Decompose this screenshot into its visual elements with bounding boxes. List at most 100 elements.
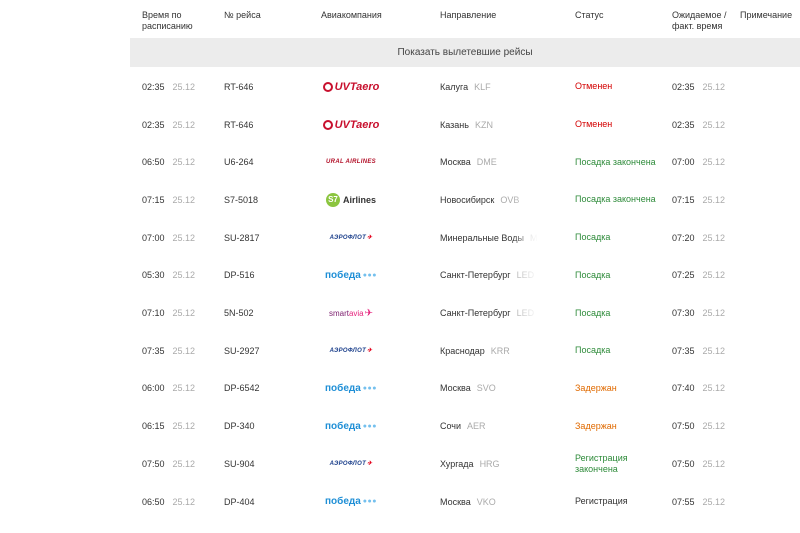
direction-city: Санкт-Петербург: [440, 308, 511, 319]
scheduled-time: 02:35: [142, 119, 165, 130]
expected-time: 02:35: [672, 81, 695, 92]
pobeda-dots-icon: ●●●: [362, 498, 377, 506]
airline-logo-text: Airlines: [342, 194, 376, 205]
col-status-header: Статус: [575, 10, 604, 20]
pobeda-dots-icon: ●●●: [362, 271, 377, 279]
direction-code: AER: [467, 421, 486, 432]
expected-cell: 02:35 25.12: [672, 106, 725, 144]
status-cell: Регистрация закончена: [575, 445, 665, 483]
direction-code: VKO: [476, 496, 496, 507]
col-expected-header: Ожидаемое / факт. время: [672, 10, 727, 31]
flight-number: RT-646: [224, 119, 254, 130]
scheduled-time: 05:30: [142, 270, 165, 281]
expected-date: 25.12: [702, 270, 726, 281]
expected-cell: 07:15 25.12: [672, 181, 725, 219]
airline-logo-text: АЭРОФЛОТ: [329, 347, 367, 354]
scheduled-date: 25.12: [172, 157, 196, 168]
show-departed-button[interactable]: Показать вылетевшие рейсы: [130, 38, 800, 67]
status-text: Посадка: [575, 232, 611, 243]
scheduled-cell: 07:00 25.12: [142, 219, 195, 257]
expected-cell: 07:50 25.12: [672, 445, 725, 483]
scheduled-time: 06:50: [142, 496, 165, 507]
airline-logo: АЭРОФЛОТ ✈: [330, 460, 373, 468]
table-row[interactable]: 06:00 25.12 DP-6542 победа ●●● Москва SVO Задер…: [130, 369, 800, 408]
expected-time: 07:30: [672, 308, 695, 319]
expected-date: 25.12: [702, 157, 726, 168]
scheduled-cell: 07:35 25.12: [142, 332, 195, 370]
flight-number: DP-6542: [224, 383, 260, 394]
table-row[interactable]: 07:35 25.12 SU-2927 АЭРОФЛОТ ✈ Краснодар KRR По…: [130, 331, 800, 370]
airline-cell: АЭРОФЛОТ ✈: [320, 445, 382, 483]
table-row[interactable]: 07:10 25.12 5N-502 smartavia ✈ Санкт-Петербур…: [130, 294, 800, 332]
uvt-swirl-icon: [322, 81, 333, 92]
col-flight-header: № рейса: [224, 10, 261, 20]
scheduled-cell: 07:10 25.12: [142, 294, 195, 332]
table-row[interactable]: 06:15 25.12 DP-340 победа ●●● Сочи AER Задержан…: [130, 407, 800, 445]
airline-cell: победа ●●●: [320, 370, 382, 408]
airline-logo: АЭРОФЛОТ ✈: [329, 347, 373, 355]
direction-code: OVB: [500, 194, 520, 205]
direction-city: Москва: [440, 157, 471, 168]
status-text: Посадка: [575, 269, 611, 280]
flight-number: 5N-502: [224, 308, 254, 319]
airline-cell: победа ●●●: [320, 483, 382, 521]
status-text: Посадка закончена: [575, 156, 656, 167]
scheduled-time: 06:00: [142, 383, 165, 394]
scheduled-cell: 06:00 25.12: [142, 370, 195, 408]
status-cell: Посадка: [575, 257, 665, 295]
table-row[interactable]: 07:00 25.12 SU-2817 АЭРОФЛОТ ✈ Минеральные Во…: [130, 218, 800, 257]
scheduled-date: 25.12: [172, 194, 196, 205]
status-cell: Посадка закончена: [575, 143, 665, 181]
airline-logo-text: победа: [325, 496, 361, 508]
direction-cell: Москва DME: [440, 143, 538, 181]
airline-logo-text: URAL AIRLINES: [326, 159, 376, 166]
table-row[interactable]: 07:15 25.12 S7-5018 S7 Airlines Новосибирск OV…: [130, 181, 800, 219]
aeroflot-wing-icon: ✈: [367, 235, 373, 242]
status-text: Регистрация: [575, 496, 628, 507]
airline-logo: АЭРОФЛОТ ✈: [330, 234, 373, 242]
airline-logo-text: UVTaero: [334, 80, 380, 93]
expected-time: 07:00: [672, 157, 695, 168]
col-note-header: Примечание: [740, 10, 793, 20]
airline-logo-text: победа: [325, 269, 361, 281]
direction-cell: Санкт-Петербург LED: [440, 256, 538, 295]
scheduled-cell: 07:15 25.12: [142, 181, 195, 219]
direction-cell: Минеральные Воды MRV: [440, 218, 538, 257]
table-row[interactable]: 07:50 25.12 SU-904 АЭРОФЛОТ ✈ Хургада HRG Регис…: [130, 445, 800, 483]
expected-date: 25.12: [702, 383, 726, 394]
scheduled-date: 25.12: [172, 383, 196, 394]
airline-cell: АЭРОФЛОТ ✈: [320, 219, 382, 257]
scheduled-date: 25.12: [172, 270, 196, 281]
expected-time: 07:50: [672, 458, 695, 469]
airline-cell: S7 Airlines: [320, 181, 382, 219]
expected-date: 25.12: [702, 496, 726, 507]
direction-cell: Калуга KLF: [440, 68, 538, 106]
expected-cell: 07:30 25.12: [672, 294, 725, 332]
table-row[interactable]: 05:30 25.12 DP-516 победа ●●● Санкт-Петербург…: [130, 256, 800, 295]
direction-cell: Москва SVO: [440, 369, 538, 408]
direction-city: Казань: [440, 119, 469, 130]
airline-logo: победа ●●●: [325, 383, 377, 394]
table-row[interactable]: 02:35 25.12 RT-646 UVTaero Калуга KLF Отменен 0…: [130, 68, 800, 106]
expected-time: 07:25: [672, 270, 695, 281]
expected-date: 25.12: [702, 81, 726, 92]
status-cell: Задержан: [575, 370, 665, 408]
status-cell: Посадка закончена: [575, 181, 665, 219]
table-row[interactable]: 06:50 25.12 U6-264 URAL AIRLINES Москва DME По…: [130, 143, 800, 181]
scheduled-time: 07:10: [142, 308, 165, 319]
airline-cell: UVTaero: [320, 68, 382, 106]
status-text: Посадка: [575, 345, 611, 356]
direction-code: LED: [516, 308, 535, 319]
expected-time: 07:15: [672, 194, 695, 205]
pobeda-dots-icon: ●●●: [362, 422, 377, 430]
table-row[interactable]: 02:35 25.12 RT-646 UVTaero Казань KZN Отменен 0…: [130, 105, 800, 144]
smartavia-tail-icon: ✈: [364, 307, 374, 319]
flight-number: DP-404: [224, 496, 255, 507]
scheduled-cell: 06:15 25.12: [142, 407, 195, 445]
expected-date: 25.12: [702, 119, 726, 130]
uvt-swirl-icon: [322, 119, 333, 130]
scheduled-date: 25.12: [172, 458, 196, 469]
table-row[interactable]: 06:50 25.12 DP-404 победа ●●● Москва VKO Регист…: [130, 482, 800, 521]
direction-city: Минеральные Воды: [440, 232, 524, 243]
scheduled-date: 25.12: [172, 421, 196, 432]
